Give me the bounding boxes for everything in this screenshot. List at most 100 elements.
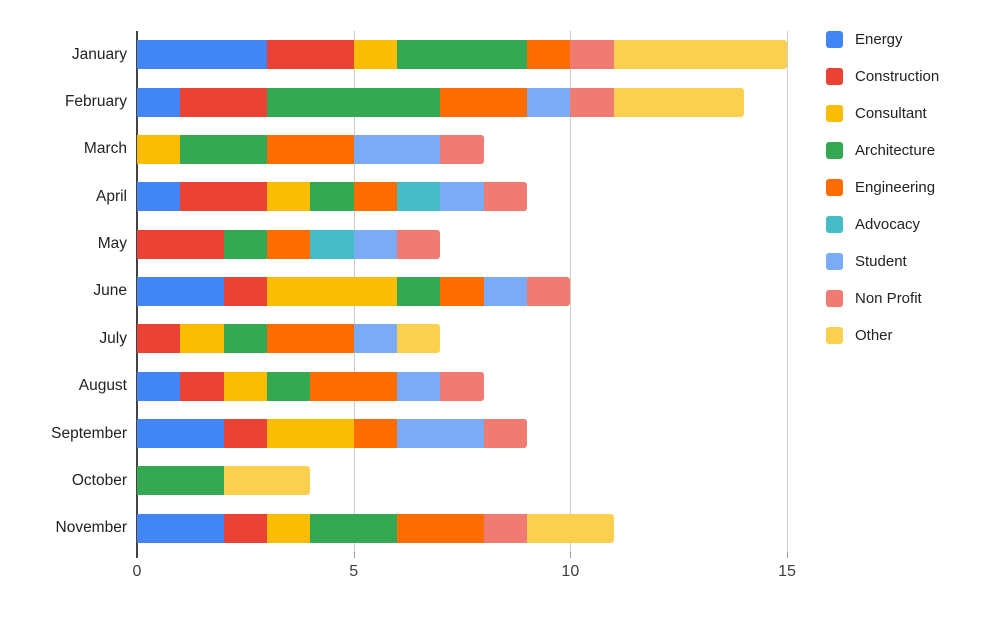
legend-label: Other — [855, 326, 893, 344]
bar-segment-student[interactable] — [396, 371, 441, 401]
legend-item-student[interactable]: Student — [826, 252, 939, 270]
bar-segment-architecture[interactable] — [223, 324, 267, 354]
bar-segment-student[interactable] — [353, 324, 397, 354]
bar-segment-engineering[interactable] — [353, 419, 397, 449]
legend-label: Consultant — [855, 104, 927, 122]
bar-segment-student[interactable] — [526, 87, 571, 117]
bar-segment-non-profit[interactable] — [440, 134, 484, 164]
legend-label: Student — [855, 252, 907, 270]
bar-segment-engineering[interactable] — [440, 87, 527, 117]
bar-segment-consultant[interactable] — [266, 182, 311, 212]
legend-item-energy[interactable]: Energy — [826, 30, 939, 48]
bar-segment-consultant[interactable] — [266, 277, 397, 306]
bar-segment-construction[interactable] — [137, 324, 181, 354]
bar-segment-construction[interactable] — [223, 419, 267, 449]
bar-segment-energy[interactable] — [137, 182, 181, 212]
bar-segment-other[interactable] — [396, 324, 441, 354]
bar-segment-energy[interactable] — [137, 277, 224, 306]
bar-segment-energy[interactable] — [137, 87, 181, 117]
gridline-x-15 — [787, 31, 788, 552]
legend-item-engineering[interactable]: Engineering — [826, 178, 939, 196]
bar-segment-architecture[interactable] — [266, 87, 441, 117]
bar-segment-architecture[interactable] — [310, 182, 354, 212]
bar-segment-non-profit[interactable] — [483, 419, 527, 449]
bar-segment-architecture[interactable] — [137, 466, 224, 496]
bar-segment-consultant[interactable] — [266, 419, 354, 449]
bar-segment-architecture[interactable] — [180, 134, 267, 164]
bar-row-may — [137, 229, 441, 259]
bar-segment-architecture[interactable] — [396, 277, 441, 306]
bar-segment-non-profit[interactable] — [396, 229, 441, 259]
bar-segment-architecture[interactable] — [266, 371, 311, 401]
legend-item-advocacy[interactable]: Advocacy — [826, 215, 939, 233]
legend-label: Advocacy — [855, 215, 921, 233]
bar-segment-other[interactable] — [223, 466, 311, 496]
bar-segment-engineering[interactable] — [266, 324, 354, 354]
bar-segment-non-profit[interactable] — [570, 40, 614, 70]
bar-row-march — [137, 134, 484, 164]
bar-segment-architecture[interactable] — [310, 513, 397, 543]
bar-segment-architecture[interactable] — [396, 40, 527, 70]
bar-segment-student[interactable] — [353, 229, 397, 259]
bar-segment-non-profit[interactable] — [570, 87, 614, 117]
bar-segment-other[interactable] — [613, 87, 744, 117]
bar-segment-construction[interactable] — [137, 229, 224, 259]
bar-segment-engineering[interactable] — [266, 229, 311, 259]
bar-segment-construction[interactable] — [180, 182, 267, 212]
legend-swatch-architecture — [826, 141, 843, 159]
x-axis-tick-label: 10 — [561, 563, 580, 580]
legend-item-consultant[interactable]: Consultant — [826, 104, 939, 122]
bar-segment-student[interactable] — [440, 182, 484, 212]
legend-item-non-profit[interactable]: Non Profit — [826, 289, 939, 307]
legend-label: Construction — [855, 67, 940, 85]
bar-segment-student[interactable] — [483, 277, 527, 306]
bar-segment-engineering[interactable] — [310, 371, 397, 401]
bar-segment-student[interactable] — [353, 134, 441, 164]
bar-segment-consultant[interactable] — [266, 513, 311, 543]
bar-segment-non-profit[interactable] — [440, 371, 484, 401]
bar-segment-non-profit[interactable] — [483, 182, 527, 212]
bar-segment-construction[interactable] — [223, 513, 267, 543]
bar-row-february — [137, 87, 744, 117]
bar-segment-advocacy[interactable] — [310, 229, 354, 259]
bar-segment-engineering[interactable] — [440, 277, 484, 306]
legend-swatch-other — [826, 326, 843, 344]
legend-swatch-construction — [826, 67, 843, 85]
bar-segment-non-profit[interactable] — [483, 513, 527, 543]
bar-segment-other[interactable] — [526, 513, 614, 543]
bar-row-november — [137, 513, 614, 543]
legend-item-architecture[interactable]: Architecture — [826, 141, 939, 159]
x-tick-0 — [136, 552, 138, 558]
bar-segment-energy[interactable] — [137, 40, 267, 70]
category-label-september: September — [51, 424, 127, 442]
bar-segment-energy[interactable] — [137, 419, 224, 449]
bar-segment-non-profit[interactable] — [526, 277, 571, 306]
bar-segment-student[interactable] — [396, 419, 484, 449]
bar-segment-engineering[interactable] — [526, 40, 571, 70]
legend-swatch-student — [826, 252, 843, 270]
legend-item-construction[interactable]: Construction — [826, 67, 939, 85]
category-label-april: April — [95, 187, 127, 205]
bar-segment-energy[interactable] — [137, 513, 224, 543]
bar-segment-construction[interactable] — [180, 87, 267, 117]
bar-segment-advocacy[interactable] — [396, 182, 441, 212]
bar-segment-other[interactable] — [613, 40, 787, 70]
x-axis-tick-label: 0 — [132, 563, 142, 580]
legend-item-other[interactable]: Other — [826, 326, 939, 344]
bar-segment-construction[interactable] — [180, 371, 224, 401]
bar-segment-consultant[interactable] — [353, 40, 397, 70]
bar-segment-energy[interactable] — [137, 371, 181, 401]
x-tick-5 — [353, 552, 355, 558]
bar-segment-engineering[interactable] — [396, 513, 484, 543]
bar-segment-construction[interactable] — [223, 277, 267, 306]
bar-segment-engineering[interactable] — [353, 182, 397, 212]
gridline-x-10 — [570, 31, 572, 552]
bar-segment-construction[interactable] — [267, 40, 354, 70]
bar-segment-engineering[interactable] — [266, 134, 354, 164]
category-label-june: June — [93, 282, 127, 300]
bar-segment-consultant[interactable] — [180, 324, 224, 354]
bar-segment-consultant[interactable] — [137, 134, 181, 164]
bar-segment-consultant[interactable] — [223, 371, 267, 401]
legend-swatch-advocacy — [826, 215, 843, 233]
bar-segment-architecture[interactable] — [223, 229, 267, 259]
